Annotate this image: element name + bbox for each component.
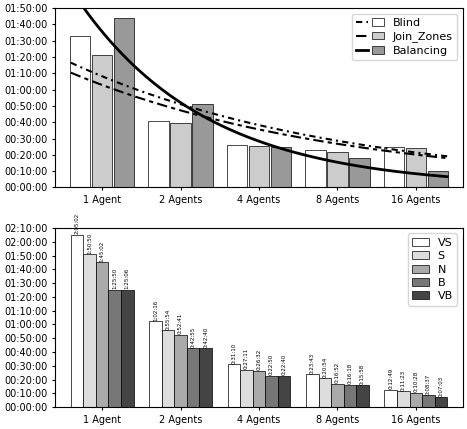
Bar (384, 390, 397, 407)
Text: 0:10:28: 0:10:28 (413, 371, 418, 392)
Text: 0:07:03: 0:07:03 (439, 376, 443, 397)
Text: 1:02:16: 1:02:16 (153, 299, 158, 321)
Text: 0:31:10: 0:31:10 (232, 342, 236, 364)
Bar (331, 384, 344, 407)
Bar (318, 378, 331, 407)
Text: 0:23:43: 0:23:43 (310, 353, 315, 374)
Bar (199, 348, 212, 407)
Text: 1:50:50: 1:50:50 (87, 233, 92, 254)
Bar (356, 385, 369, 407)
Text: 0:16:18: 0:16:18 (347, 363, 353, 384)
Bar (253, 371, 265, 407)
Bar (71, 235, 84, 407)
Text: 0:11:23: 0:11:23 (401, 370, 406, 391)
Bar (422, 395, 435, 407)
Text: 0:42:40: 0:42:40 (203, 326, 208, 348)
Bar (397, 392, 410, 407)
Text: 0:26:32: 0:26:32 (256, 349, 262, 370)
Bar (249, 146, 269, 187)
Text: 0:08:37: 0:08:37 (426, 374, 431, 395)
Bar (192, 104, 213, 187)
Bar (187, 348, 199, 407)
Bar (114, 18, 134, 187)
Text: 1:25:50: 1:25:50 (112, 268, 117, 290)
Legend: VS, S, N, B, VB: VS, S, N, B, VB (408, 233, 457, 306)
Text: 0:22:50: 0:22:50 (269, 354, 274, 375)
Bar (435, 398, 447, 407)
Bar (108, 290, 121, 407)
Bar (271, 147, 291, 187)
Legend: Blind, Join_Zones, Balancing: Blind, Join_Zones, Balancing (352, 14, 457, 60)
Bar (306, 375, 318, 407)
Text: 0:22:40: 0:22:40 (282, 354, 287, 375)
Bar (428, 171, 448, 187)
Text: 0:16:52: 0:16:52 (335, 362, 340, 384)
Bar (84, 254, 96, 407)
Text: 1:45:02: 1:45:02 (100, 241, 105, 262)
Bar (121, 290, 134, 407)
Bar (227, 364, 240, 407)
Bar (70, 36, 91, 187)
Text: 0:55:54: 0:55:54 (166, 308, 170, 329)
Bar (410, 393, 422, 407)
Bar (384, 147, 404, 187)
Bar (227, 145, 247, 187)
Bar (327, 151, 347, 187)
Text: 1:25:06: 1:25:06 (125, 268, 130, 290)
Bar (149, 121, 169, 187)
Bar (349, 158, 369, 187)
Bar (305, 150, 325, 187)
Bar (92, 55, 113, 187)
Text: 0:12:49: 0:12:49 (388, 368, 393, 389)
Bar (162, 330, 174, 407)
Bar (265, 376, 278, 407)
Bar (174, 335, 187, 407)
Bar (170, 123, 191, 187)
Bar (344, 385, 356, 407)
Text: 0:52:41: 0:52:41 (178, 313, 183, 334)
Text: 0:15:58: 0:15:58 (360, 363, 365, 385)
Text: 0:42:55: 0:42:55 (191, 326, 196, 348)
Text: 2:05:02: 2:05:02 (75, 213, 80, 234)
Text: 0:27:11: 0:27:11 (244, 348, 249, 369)
Text: 0:20:54: 0:20:54 (322, 356, 327, 378)
Bar (149, 321, 162, 407)
Bar (278, 376, 290, 407)
Bar (96, 263, 108, 407)
Bar (406, 148, 426, 187)
Bar (240, 370, 253, 407)
